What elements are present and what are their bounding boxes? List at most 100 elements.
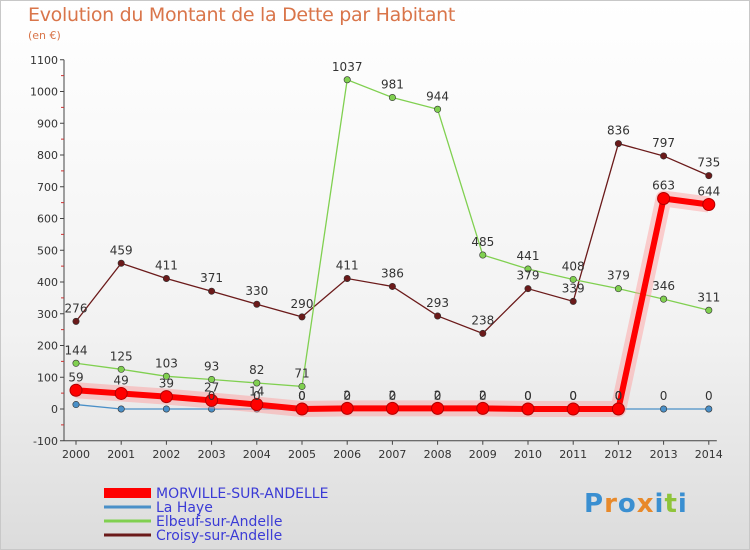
proxiti-logo: Proxiti — [584, 489, 688, 519]
data-label: 125 — [110, 349, 133, 363]
y-tick-label: 0 — [51, 403, 58, 416]
y-tick-label: 200 — [37, 340, 58, 353]
data-point — [72, 317, 80, 325]
legend-label: Elbeuf-sur-Andelle — [156, 514, 282, 530]
data-label: 2 — [479, 388, 487, 402]
data-point — [343, 76, 351, 84]
x-tick-label: 2011 — [559, 448, 587, 461]
data-label: 459 — [110, 243, 133, 257]
data-label: 981 — [381, 78, 404, 92]
data-label: 0 — [298, 389, 306, 403]
y-tick-label: 700 — [37, 181, 58, 194]
legend-swatch — [104, 519, 151, 523]
data-point — [298, 313, 306, 321]
data-point — [566, 402, 580, 416]
data-label: 144 — [65, 343, 88, 357]
data-point — [657, 191, 671, 205]
y-tick-label: 1100 — [30, 54, 58, 67]
data-point — [705, 172, 713, 180]
data-label: 0 — [660, 389, 668, 403]
data-label: 735 — [697, 156, 720, 170]
data-label: 0 — [479, 389, 487, 403]
data-label: 644 — [697, 185, 720, 199]
data-point — [295, 402, 309, 416]
data-label: 0 — [524, 389, 532, 403]
data-label: 49 — [114, 373, 129, 387]
data-point — [660, 152, 668, 160]
data-label: 276 — [65, 301, 88, 315]
data-label: 0 — [615, 389, 623, 403]
data-point — [343, 275, 351, 283]
y-tick-label: 1000 — [30, 86, 58, 99]
data-label: 339 — [562, 281, 585, 295]
data-point — [253, 300, 261, 308]
data-label: 944 — [426, 89, 449, 103]
x-tick-label: 2010 — [514, 448, 542, 461]
data-label: 0 — [569, 389, 577, 403]
data-point — [162, 405, 170, 413]
data-label: 0 — [434, 389, 442, 403]
data-label: 39 — [159, 377, 174, 391]
data-point — [660, 295, 668, 303]
data-label: 0 — [524, 389, 532, 403]
data-point — [569, 297, 577, 305]
y-tick-label: 500 — [37, 244, 58, 257]
legend-label: MORVILLE-SUR-ANDELLE — [156, 486, 328, 502]
data-point — [702, 198, 716, 212]
legend-swatch — [104, 533, 151, 537]
y-tick-label: 900 — [37, 117, 58, 130]
logo-letter: i — [654, 489, 665, 519]
x-tick-label: 2007 — [378, 448, 406, 461]
y-tick-label: 100 — [37, 371, 58, 384]
x-tick-label: 2003 — [198, 448, 226, 461]
data-point — [253, 379, 261, 387]
data-label: 0 — [569, 389, 577, 403]
data-point — [69, 383, 83, 397]
data-label: 663 — [652, 178, 675, 192]
data-label: 379 — [517, 269, 540, 283]
data-label: 93 — [204, 359, 219, 373]
data-point — [434, 312, 442, 320]
data-label: 386 — [381, 266, 404, 280]
data-point — [117, 365, 125, 373]
legend-swatch — [104, 488, 151, 498]
data-point — [159, 390, 173, 404]
data-label: 2 — [434, 388, 442, 402]
data-label: 0 — [298, 389, 306, 403]
y-tick-label: -100 — [33, 435, 58, 448]
data-point — [521, 402, 535, 416]
data-point — [705, 306, 713, 314]
data-point — [208, 287, 216, 295]
data-label: 0 — [615, 389, 623, 403]
data-point — [479, 329, 487, 337]
data-point — [208, 375, 216, 383]
data-label: 71 — [294, 366, 309, 380]
data-label: 2 — [389, 388, 397, 402]
x-tick-label: 2001 — [107, 448, 135, 461]
data-point — [117, 405, 125, 413]
data-point — [250, 398, 264, 412]
x-tick-label: 2000 — [62, 448, 90, 461]
data-label: 0 — [343, 389, 351, 403]
logo-letter: x — [636, 489, 655, 519]
series-line — [75, 142, 710, 335]
data-point — [117, 259, 125, 267]
data-point — [388, 94, 396, 102]
logo-letter: o — [617, 489, 637, 519]
data-point — [72, 359, 80, 367]
data-point — [388, 282, 396, 290]
data-point — [611, 402, 625, 416]
data-point — [434, 105, 442, 113]
data-point — [524, 265, 532, 273]
data-label: 2 — [343, 388, 351, 402]
data-label: 379 — [607, 269, 630, 283]
x-tick-label: 2005 — [288, 448, 316, 461]
x-tick-label: 2002 — [152, 448, 180, 461]
legend-label: Croisy-sur-Andelle — [156, 528, 282, 544]
data-label: 411 — [155, 259, 178, 273]
data-point — [385, 401, 399, 415]
data-label: 836 — [607, 124, 630, 138]
data-point — [705, 405, 713, 413]
data-label: 411 — [336, 259, 359, 273]
